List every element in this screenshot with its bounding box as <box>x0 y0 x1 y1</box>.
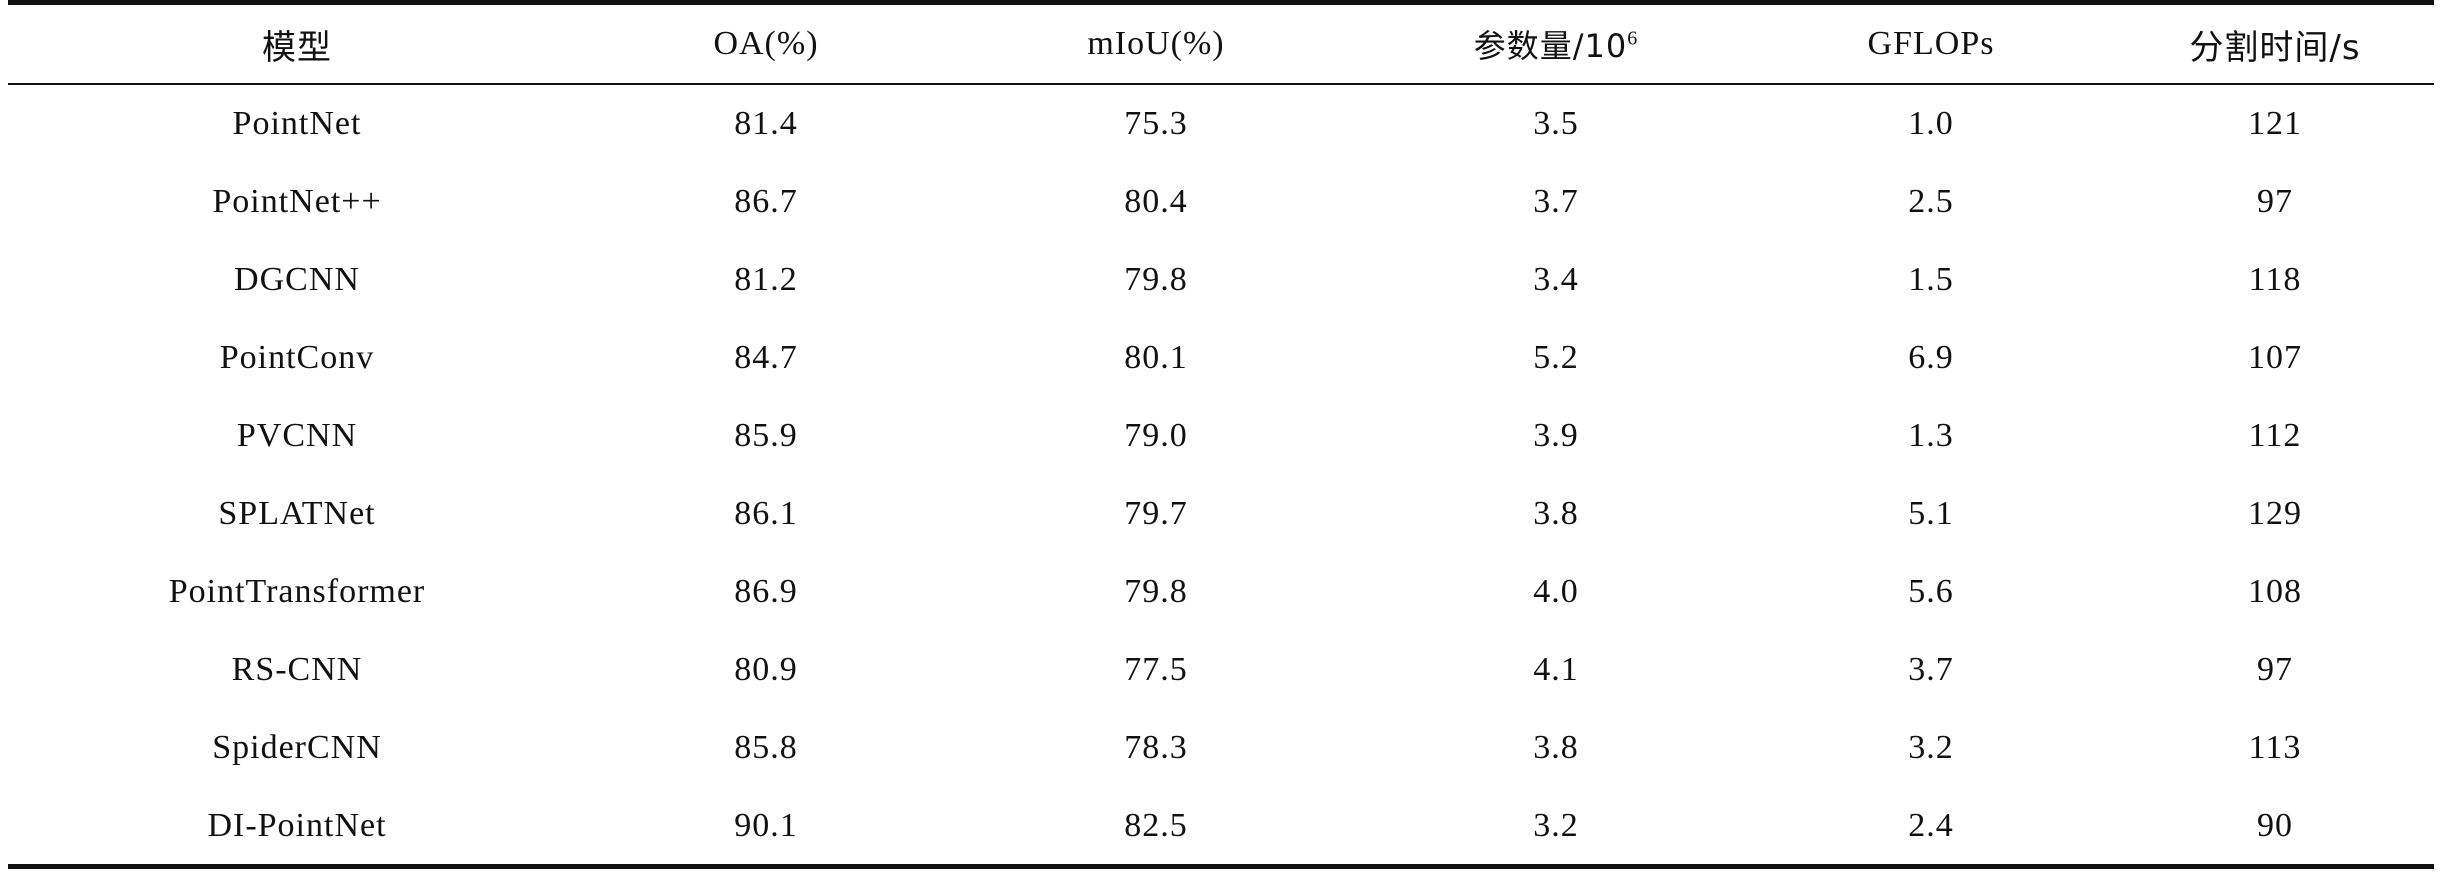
cell-time: 129 <box>2248 495 2302 532</box>
header-params-label: 参数量/10 <box>1473 27 1628 65</box>
table-row: PointNet++ 86.7 80.4 3.7 2.5 97 <box>8 163 2434 241</box>
cell-params: 5.2 <box>1533 339 1579 376</box>
cell-oa: 84.7 <box>734 339 798 376</box>
table-row: SpiderCNN 85.8 78.3 3.8 3.2 113 <box>8 709 2434 787</box>
cell-model: PointNet <box>232 105 362 142</box>
table-row: PointConv 84.7 80.1 5.2 6.9 107 <box>8 319 2434 397</box>
cell-model: SPLATNet <box>218 495 376 532</box>
cell-oa: 86.9 <box>734 573 798 610</box>
cell-miou: 80.1 <box>1124 339 1188 376</box>
cell-gflops: 5.1 <box>1908 495 1954 532</box>
table-row: PointNet 81.4 75.3 3.5 1.0 121 <box>8 85 2434 163</box>
cell-time: 90 <box>2257 807 2293 844</box>
cell-oa: 86.1 <box>734 495 798 532</box>
cell-oa: 90.1 <box>734 807 798 844</box>
cell-gflops: 1.5 <box>1908 261 1954 298</box>
cell-oa: 85.8 <box>734 729 798 766</box>
cell-oa: 80.9 <box>734 651 798 688</box>
cell-miou: 82.5 <box>1124 807 1188 844</box>
cell-time: 118 <box>2248 261 2302 298</box>
cell-params: 3.4 <box>1533 261 1579 298</box>
header-time: 分割时间/s <box>2189 27 2361 68</box>
header-oa: OA(%) <box>713 25 819 62</box>
cell-params: 3.7 <box>1533 183 1579 220</box>
cell-time: 121 <box>2248 105 2302 142</box>
cell-model: DGCNN <box>234 261 360 298</box>
cell-model: SpiderCNN <box>212 729 382 766</box>
cell-gflops: 2.4 <box>1908 807 1954 844</box>
cell-miou: 75.3 <box>1124 105 1188 142</box>
cell-oa: 81.4 <box>734 105 798 142</box>
cell-time: 113 <box>2248 729 2302 766</box>
cell-params: 3.5 <box>1533 105 1579 142</box>
cell-model: PointConv <box>219 339 375 376</box>
cell-params: 3.8 <box>1533 729 1579 766</box>
cell-oa: 81.2 <box>734 261 798 298</box>
cell-params: 3.9 <box>1533 417 1579 454</box>
cell-model: PointTransformer <box>168 573 426 610</box>
cell-time: 97 <box>2257 183 2293 220</box>
table-header-row: 模型 OA(%) mIoU(%) 参数量/106 GFLOPs 分割时间/s <box>8 5 2434 83</box>
header-gflops: GFLOPs <box>1867 25 1995 62</box>
table-body: PointNet 81.4 75.3 3.5 1.0 121 PointNet+… <box>8 85 2434 865</box>
cell-gflops: 3.7 <box>1908 651 1954 688</box>
table-row: PVCNN 85.9 79.0 3.9 1.3 112 <box>8 397 2434 475</box>
table-top-rule <box>8 0 2434 5</box>
cell-model: RS-CNN <box>231 651 363 688</box>
cell-time: 112 <box>2248 417 2302 454</box>
cell-model: PVCNN <box>236 417 358 454</box>
cell-params: 3.2 <box>1533 807 1579 844</box>
cell-miou: 78.3 <box>1124 729 1188 766</box>
cell-params: 4.0 <box>1533 573 1579 610</box>
cell-time: 108 <box>2248 573 2302 610</box>
table-row: DGCNN 81.2 79.8 3.4 1.5 118 <box>8 241 2434 319</box>
cell-params: 3.8 <box>1533 495 1579 532</box>
cell-time: 107 <box>2248 339 2302 376</box>
cell-gflops: 3.2 <box>1908 729 1954 766</box>
comparison-table: 模型 OA(%) mIoU(%) 参数量/106 GFLOPs 分割时间/s P… <box>8 0 2434 872</box>
cell-params: 4.1 <box>1533 651 1579 688</box>
header-model: 模型 <box>262 27 332 68</box>
header-params: 参数量/106 <box>1366 21 1746 67</box>
table-header-rule <box>8 83 2434 85</box>
cell-miou: 80.4 <box>1124 183 1188 220</box>
cell-time: 97 <box>2257 651 2293 688</box>
cell-oa: 85.9 <box>734 417 798 454</box>
table-bottom-rule <box>8 864 2434 869</box>
cell-miou: 79.8 <box>1124 573 1188 610</box>
table-row: PointTransformer 86.9 79.8 4.0 5.6 108 <box>8 553 2434 631</box>
table-row: SPLATNet 86.1 79.7 3.8 5.1 129 <box>8 475 2434 553</box>
cell-gflops: 1.0 <box>1908 105 1954 142</box>
cell-model: PointNet++ <box>212 183 382 220</box>
table-row: RS-CNN 80.9 77.5 4.1 3.7 97 <box>8 631 2434 709</box>
cell-gflops: 2.5 <box>1908 183 1954 220</box>
table-row: DI-PointNet 90.1 82.5 3.2 2.4 90 <box>8 787 2434 865</box>
cell-model: DI-PointNet <box>207 807 387 844</box>
cell-miou: 79.0 <box>1124 417 1188 454</box>
cell-gflops: 6.9 <box>1908 339 1954 376</box>
cell-gflops: 1.3 <box>1908 417 1954 454</box>
header-miou: mIoU(%) <box>1087 25 1225 62</box>
cell-miou: 79.7 <box>1124 495 1188 532</box>
header-params-exponent: 6 <box>1627 27 1639 50</box>
cell-oa: 86.7 <box>734 183 798 220</box>
cell-miou: 79.8 <box>1124 261 1188 298</box>
cell-gflops: 5.6 <box>1908 573 1954 610</box>
cell-miou: 77.5 <box>1124 651 1188 688</box>
